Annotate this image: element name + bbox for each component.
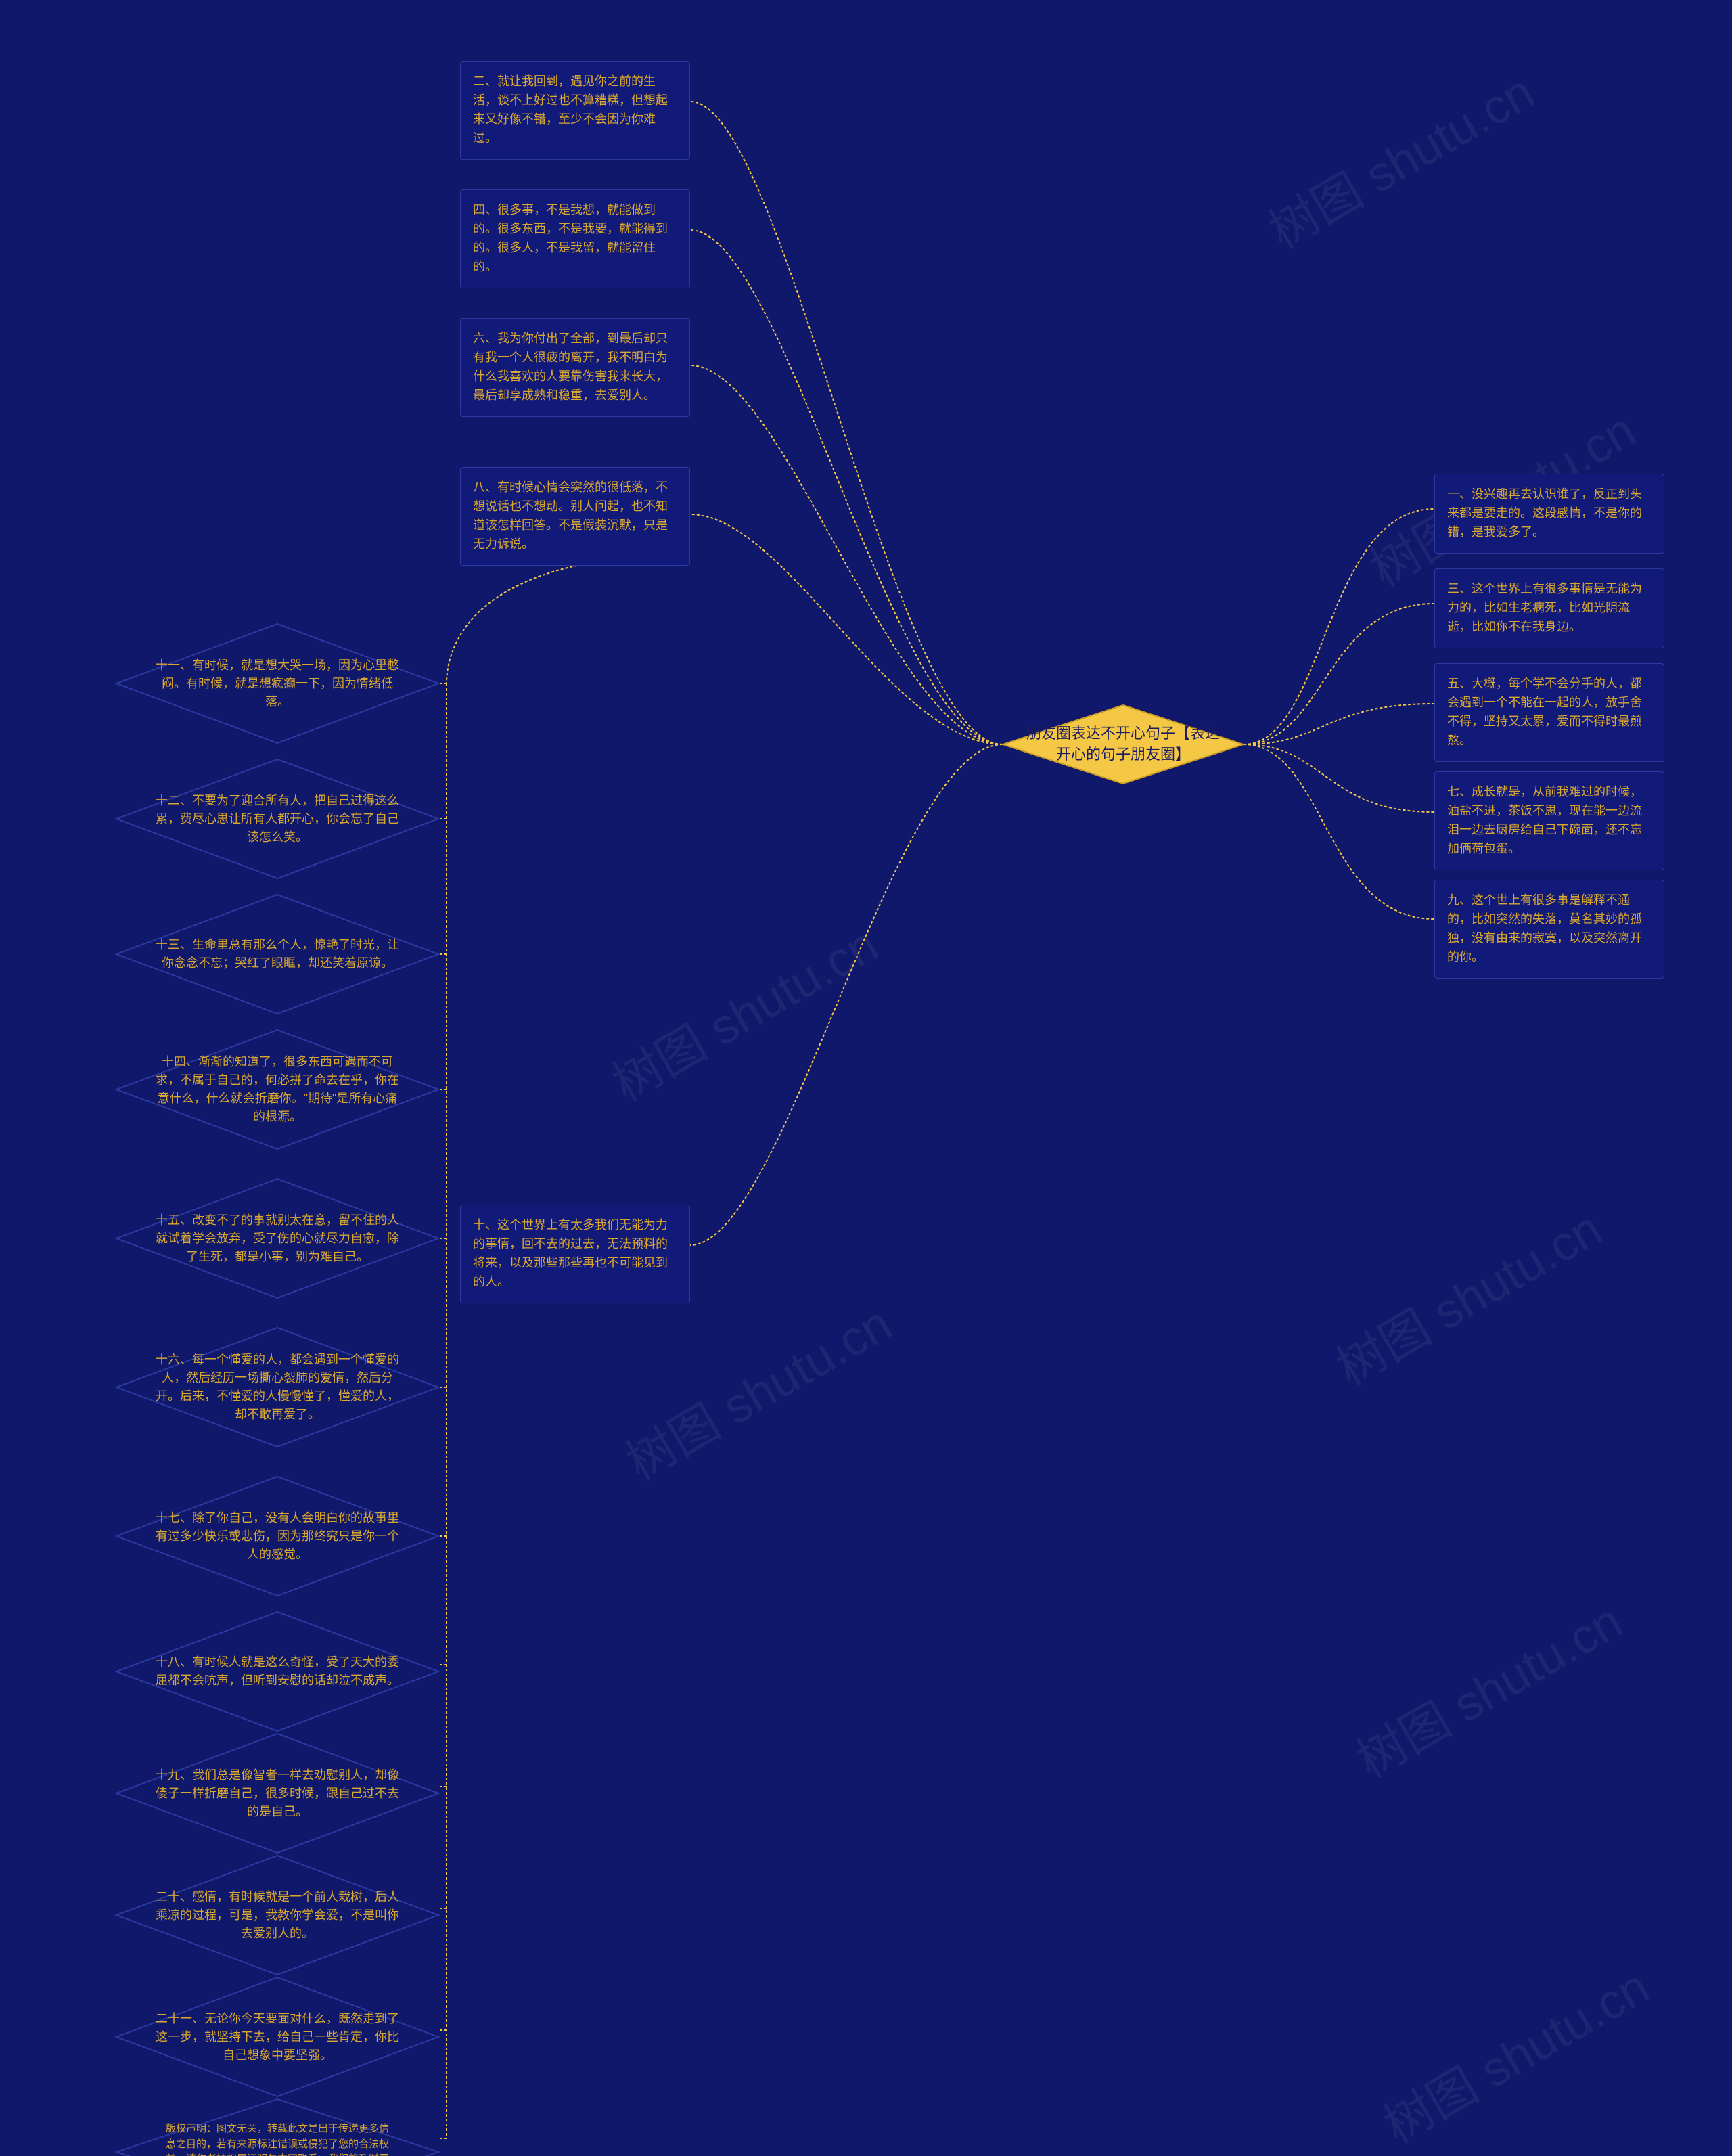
watermark: 树图 shutu.cn — [611, 1284, 902, 1494]
right-node-2[interactable]: 三、这个世界上有很多事情是无能为力的，比如生老病死，比如光阴流逝，比如你不在我身… — [1434, 568, 1664, 648]
left-diamond-5[interactable]: 十五、改变不了的事就别太在意，留不住的人就试着学会放弃，受了伤的心就尽力自愈，除… — [115, 1177, 440, 1299]
node-text: 十七、除了你自己，没有人会明白你的故事里有过多少快乐或悲伤，因为那终究只是你一个… — [115, 1509, 440, 1564]
mid-node-3[interactable]: 六、我为你付出了全部，到最后却只有我一个人很疲的离开，我不明白为什么我喜欢的人要… — [460, 318, 690, 417]
left-diamond-2[interactable]: 十二、不要为了迎合所有人，把自己过得这么累，费尽心思让所有人都开心，你会忘了自己… — [115, 758, 440, 880]
node-text: 八、有时候心情会突然的很低落，不想说话也不想动。别人问起，也不知道该怎样回答。不… — [473, 480, 668, 551]
node-text: 六、我为你付出了全部，到最后却只有我一个人很疲的离开，我不明白为什么我喜欢的人要… — [473, 332, 668, 402]
left-diamond-11[interactable]: 二十一、无论你今天要面对什么，既然走到了这一步，就坚持下去，给自己一些肯定，你比… — [115, 1976, 440, 2098]
node-text: 二、就让我回到，遇见你之前的生活，谈不上好过也不算糟糕，但想起来又好像不错，至少… — [473, 74, 668, 145]
watermark: 树图 shutu.cn — [1342, 1582, 1633, 1791]
node-text: 十九、我们总是像智者一样去劝慰别人，却像傻子一样折磨自己，很多时候，跟自己过不去… — [115, 1766, 440, 1821]
node-text: 四、很多事，不是我想，就能做到的。很多东西，不是我要，就能得到的。很多人，不是我… — [473, 203, 668, 273]
mid-node-4[interactable]: 八、有时候心情会突然的很低落，不想说话也不想动。别人问起，也不知道该怎样回答。不… — [460, 467, 690, 566]
node-text: 五、大概，每个学不会分手的人，都会遇到一个不能在一起的人，放手舍不得，坚持又太累… — [1447, 677, 1642, 747]
node-text: 十六、每一个懂爱的人，都会遇到一个懂爱的人，然后经历一场撕心裂肺的爱情，然后分开… — [115, 1351, 440, 1424]
left-diamond-7[interactable]: 十七、除了你自己，没有人会明白你的故事里有过多少快乐或悲伤，因为那终究只是你一个… — [115, 1475, 440, 1597]
node-text: 十、这个世界上有太多我们无能为力的事情，回不去的过去，无法预料的将来，以及那些那… — [473, 1218, 668, 1288]
watermark: 树图 shutu.cn — [1369, 1948, 1660, 2156]
left-diamond-12[interactable]: 版权声明：图文无关，转载此文是出于传递更多信息之目的，若有来源标注错误或侵犯了您… — [115, 2098, 440, 2156]
watermark: 树图 shutu.cn — [1254, 53, 1545, 262]
center-node[interactable]: 朋友圈表达不开心句子【表达开心的句子朋友圈】 — [1001, 704, 1245, 785]
right-node-5[interactable]: 九、这个世上有很多事是解释不通的，比如突然的失落，莫名其妙的孤独，没有由来的寂寞… — [1434, 880, 1664, 979]
right-node-3[interactable]: 五、大概，每个学不会分手的人，都会遇到一个不能在一起的人，放手舍不得，坚持又太累… — [1434, 663, 1664, 762]
right-node-1[interactable]: 一、没兴趣再去认识谁了，反正到头来都是要走的。这段感情，不是你的错，是我爱多了。 — [1434, 474, 1664, 554]
left-diamond-4[interactable]: 十四、渐渐的知道了，很多东西可遇而不可求，不属于自己的，何必拼了命去在乎，你在意… — [115, 1029, 440, 1150]
left-diamond-1[interactable]: 十一、有时候，就是想大哭一场，因为心里憋闷。有时候，就是想疯癫一下，因为情绪低落… — [115, 623, 440, 744]
node-text: 七、成长就是，从前我难过的时候，油盐不进，茶饭不思，现在能一边流泪一边去厨房给自… — [1447, 785, 1642, 855]
mindmap-canvas: { "colors": { "background": "#10186b", "… — [0, 0, 1732, 2156]
node-text: 十五、改变不了的事就别太在意，留不住的人就试着学会放弃，受了伤的心就尽力自愈，除… — [115, 1211, 440, 1266]
watermark: 树图 shutu.cn — [597, 905, 888, 1115]
node-text: 二十一、无论你今天要面对什么，既然走到了这一步，就坚持下去，给自己一些肯定，你比… — [115, 2010, 440, 2065]
mid-node-1[interactable]: 二、就让我回到，遇见你之前的生活，谈不上好过也不算糟糕，但想起来又好像不错，至少… — [460, 61, 690, 160]
node-text: 三、这个世界上有很多事情是无能为力的，比如生老病死，比如光阴流逝，比如你不在我身… — [1447, 582, 1642, 633]
node-text: 十四、渐渐的知道了，很多东西可遇而不可求，不属于自己的，何必拼了命去在乎，你在意… — [115, 1053, 440, 1126]
right-node-4[interactable]: 七、成长就是，从前我难过的时候，油盐不进，茶饭不思，现在能一边流泪一边去厨房给自… — [1434, 771, 1664, 870]
node-text: 九、这个世上有很多事是解释不通的，比如突然的失落，莫名其妙的孤独，没有由来的寂寞… — [1447, 893, 1642, 964]
left-diamond-3[interactable]: 十三、生命里总有那么个人，惊艳了时光，让你念念不忘；哭红了眼眶，却还笑着原谅。 — [115, 893, 440, 1015]
left-diamond-10[interactable]: 二十、感情，有时候就是一个前人栽树，后人乘凉的过程，可是，我教你学会爱，不是叫你… — [115, 1854, 440, 1976]
mid-node-2[interactable]: 四、很多事，不是我想，就能做到的。很多东西，不是我要，就能得到的。很多人，不是我… — [460, 189, 690, 288]
node-text: 二十、感情，有时候就是一个前人栽树，后人乘凉的过程，可是，我教你学会爱，不是叫你… — [115, 1888, 440, 1943]
node-text: 版权声明：图文无关，转载此文是出于传递更多信息之目的，若有来源标注错误或侵犯了您… — [115, 2121, 440, 2156]
mid-node-5[interactable]: 十、这个世界上有太多我们无能为力的事情，回不去的过去，无法预料的将来，以及那些那… — [460, 1205, 690, 1303]
center-label: 朋友圈表达不开心句子【表达开心的句子朋友圈】 — [1001, 723, 1245, 765]
left-diamond-8[interactable]: 十八、有时候人就是这么奇怪，受了天大的委屈都不会吭声，但听到安慰的话却泣不成声。 — [115, 1611, 440, 1732]
watermark: 树图 shutu.cn — [1321, 1190, 1612, 1399]
node-text: 一、没兴趣再去认识谁了，反正到头来都是要走的。这段感情，不是你的错，是我爱多了。 — [1447, 487, 1642, 539]
node-text: 十三、生命里总有那么个人，惊艳了时光，让你念念不忘；哭红了眼眶，却还笑着原谅。 — [115, 936, 440, 972]
node-text: 十一、有时候，就是想大哭一场，因为心里憋闷。有时候，就是想疯癫一下，因为情绪低落… — [115, 656, 440, 711]
node-text: 十二、不要为了迎合所有人，把自己过得这么累，费尽心思让所有人都开心，你会忘了自己… — [115, 792, 440, 847]
left-diamond-9[interactable]: 十九、我们总是像智者一样去劝慰别人，却像傻子一样折磨自己，很多时候，跟自己过不去… — [115, 1732, 440, 1854]
left-diamond-6[interactable]: 十六、每一个懂爱的人，都会遇到一个懂爱的人，然后经历一场撕心裂肺的爱情，然后分开… — [115, 1326, 440, 1448]
node-text: 十八、有时候人就是这么奇怪，受了天大的委屈都不会吭声，但听到安慰的话却泣不成声。 — [115, 1653, 440, 1690]
